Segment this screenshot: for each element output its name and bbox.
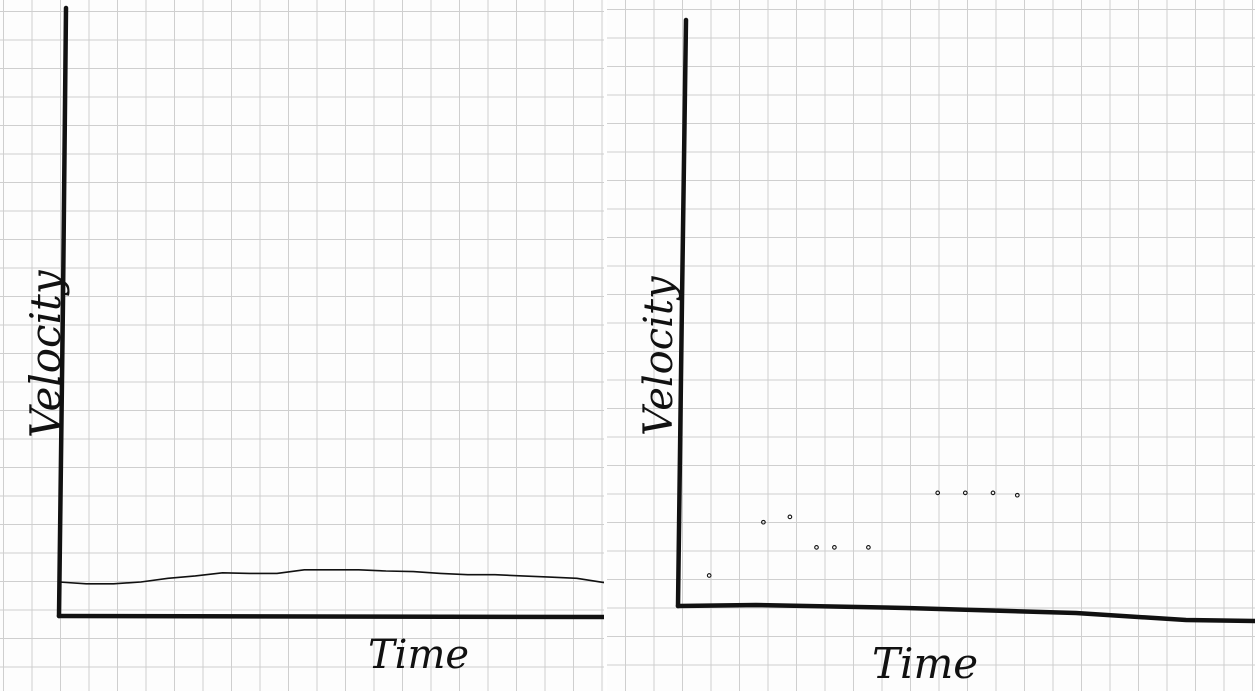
data-point	[761, 519, 766, 525]
data-series-line	[58, 568, 605, 585]
data-point	[706, 573, 712, 578]
right-chart-svg: Velocity Time	[636, 17, 1255, 688]
data-point	[990, 490, 996, 496]
data-point	[832, 545, 837, 550]
x-axis-label: Time	[368, 632, 469, 678]
data-point	[962, 490, 968, 496]
y-axis	[675, 17, 689, 609]
data-point	[866, 545, 871, 550]
left-chart-svg: Velocity Time	[21, 5, 606, 678]
grid-lines	[606, 0, 1255, 691]
velocity-time-chart-left: Velocity Time	[0, 0, 606, 691]
y-axis-label: Velocity	[636, 275, 682, 436]
y-axis-label: Velocity	[21, 269, 70, 438]
series-line	[58, 568, 605, 585]
y-axis	[56, 5, 69, 619]
data-point	[814, 545, 819, 550]
x-axis	[56, 613, 606, 620]
velocity-time-chart-right: Velocity Time	[606, 0, 1255, 691]
x-axis	[675, 602, 1255, 624]
data-point	[787, 514, 793, 520]
panel-divider	[604, 0, 607, 691]
data-series-points	[706, 490, 1020, 578]
data-point	[1014, 492, 1020, 498]
data-point	[935, 490, 941, 496]
x-axis-label: Time	[872, 639, 978, 688]
